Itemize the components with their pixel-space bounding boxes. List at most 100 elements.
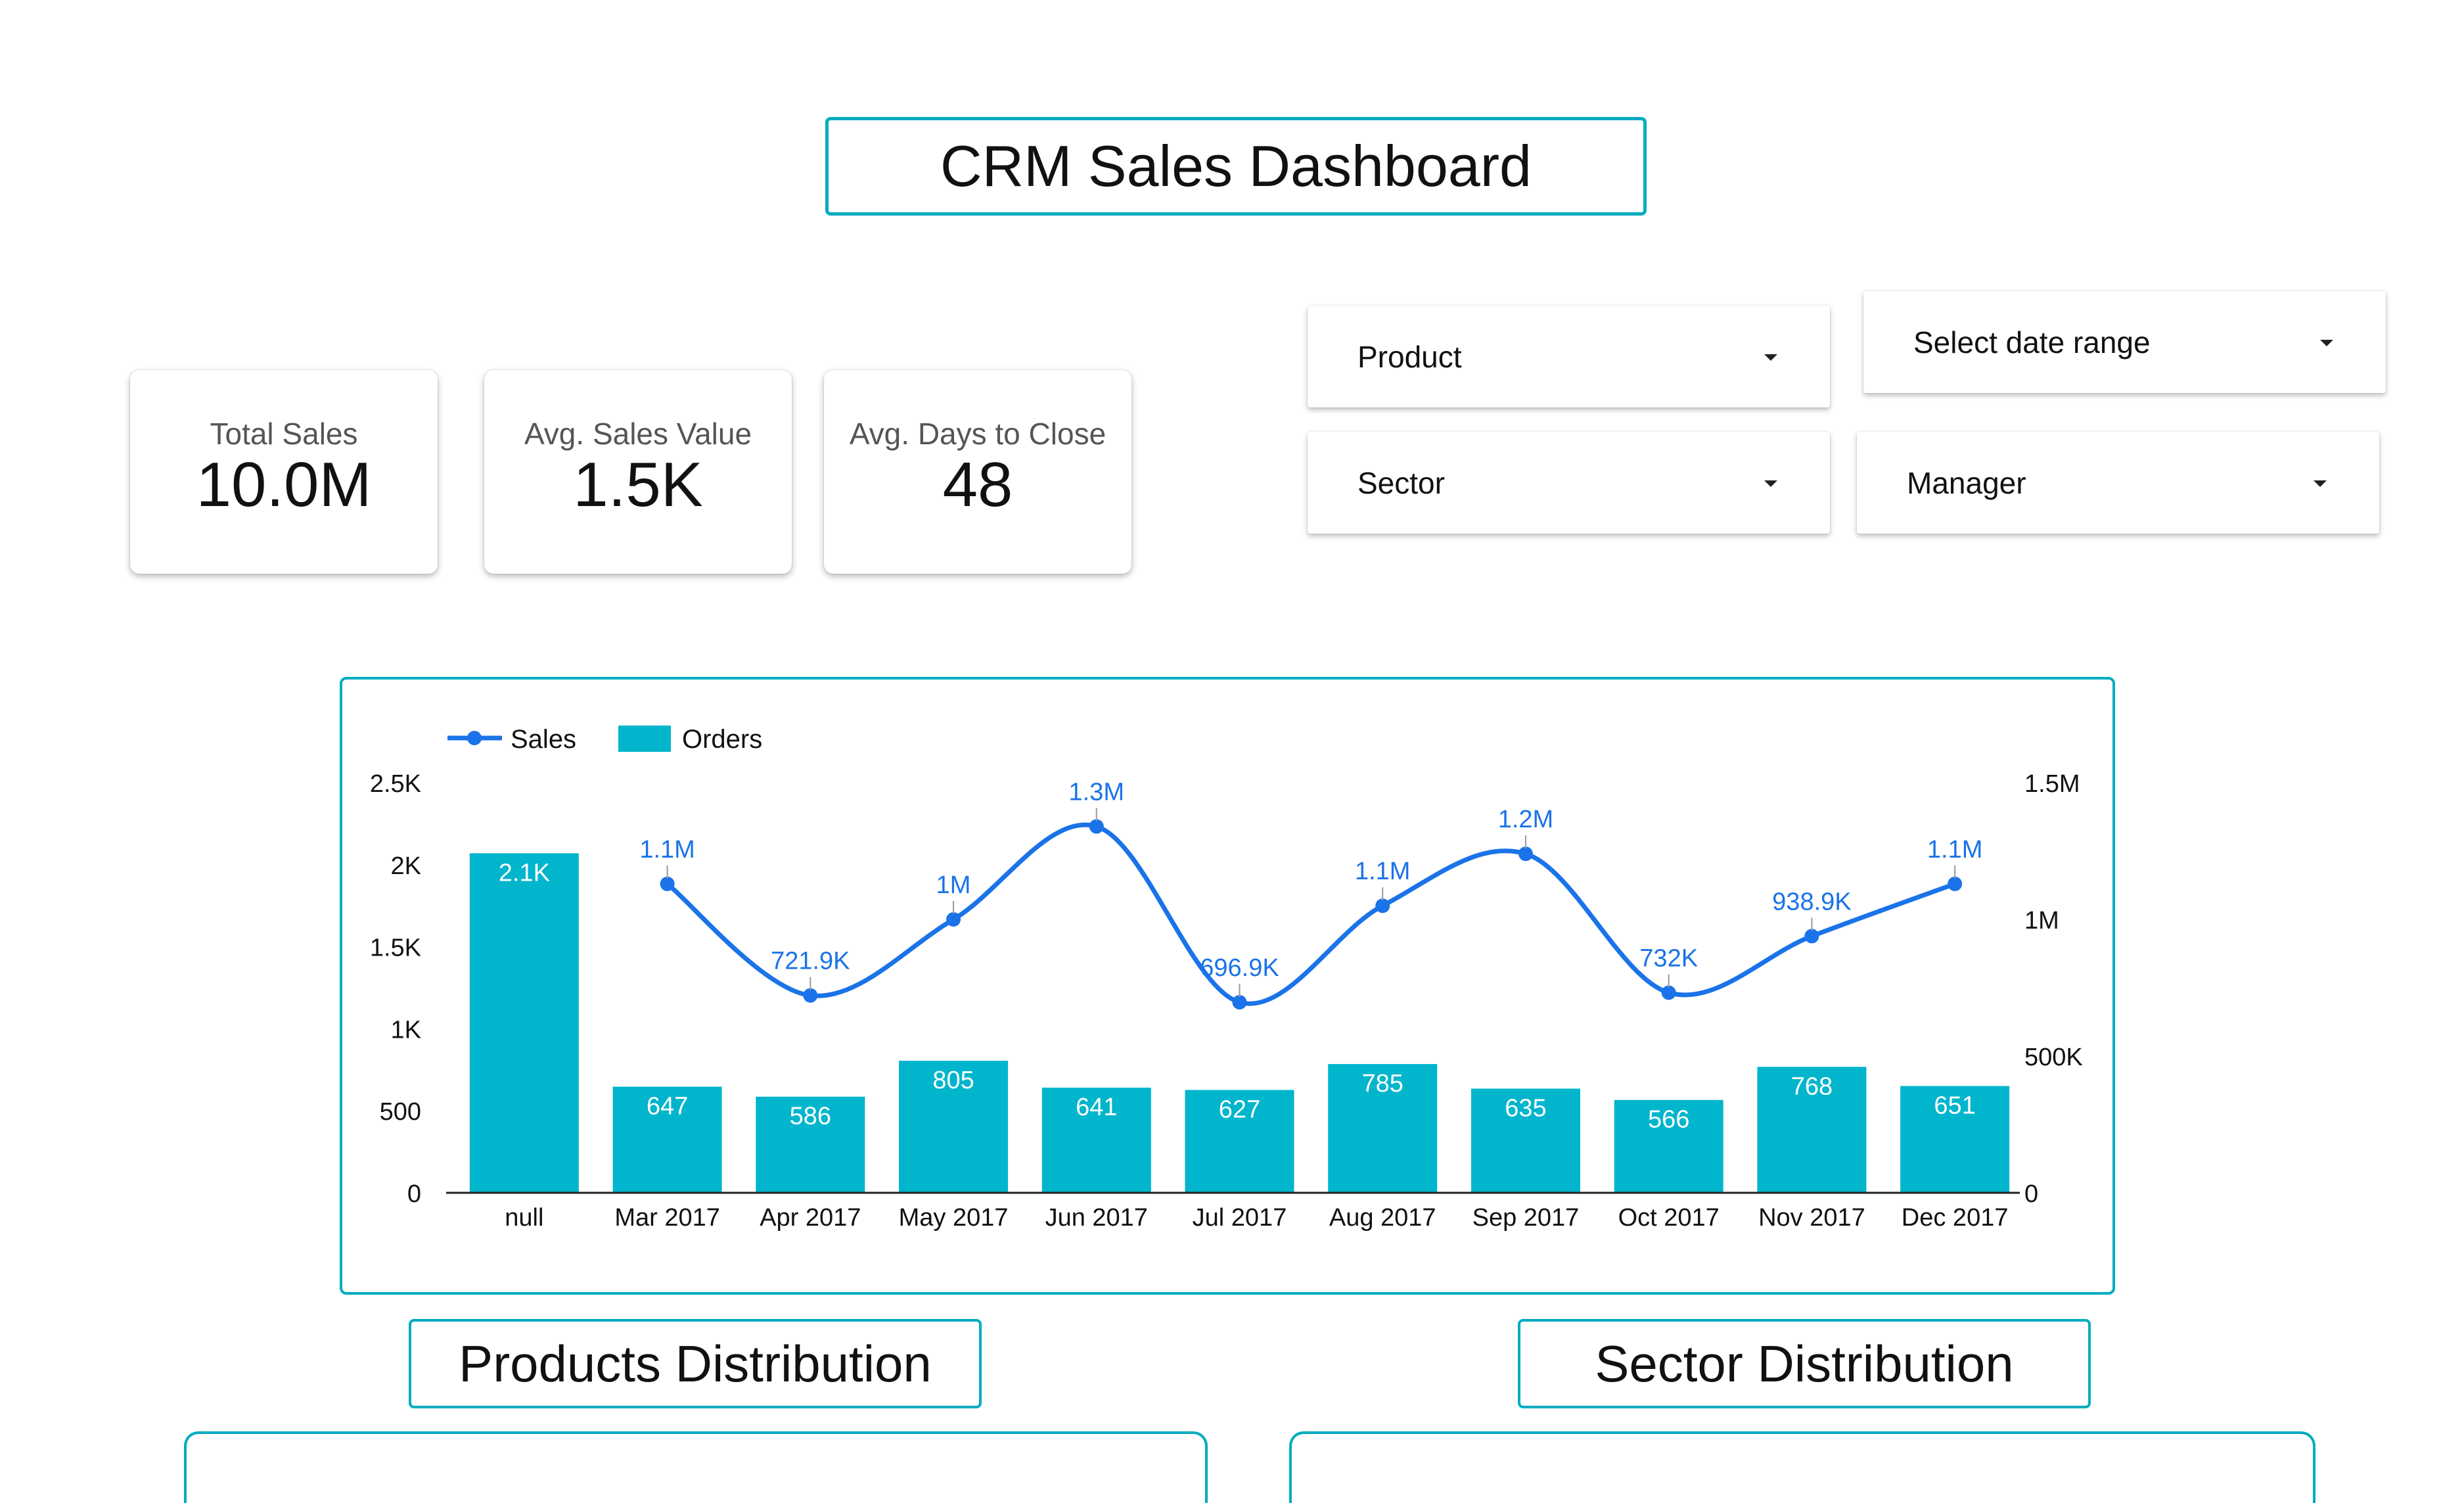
- right-axis-tick-label: 1.5M: [2024, 770, 2080, 798]
- x-axis-tick-label: Apr 2017: [760, 1204, 861, 1232]
- orders-bar-label: 566: [1648, 1106, 1689, 1134]
- product-filter-dropdown[interactable]: Product: [1308, 306, 1830, 407]
- orders-bar-label: 586: [790, 1103, 831, 1130]
- orders-bar[interactable]: [899, 1061, 1009, 1193]
- kpi-card-total-sales: Total Sales 10.0M: [130, 370, 438, 574]
- sector-distribution-panel: [1289, 1431, 2316, 1503]
- kpi-value: 1.5K: [573, 450, 703, 520]
- orders-bar[interactable]: [756, 1096, 865, 1193]
- orders-bar[interactable]: [469, 853, 579, 1193]
- x-axis-tick-label: Nov 2017: [1758, 1204, 1865, 1232]
- chevron-down-icon: [2314, 480, 2327, 487]
- orders-bar-label: 651: [1934, 1092, 1975, 1120]
- kpi-value: 10.0M: [196, 450, 372, 520]
- date-range-label: Select date range: [1913, 325, 2151, 359]
- orders-bar-label: 641: [1076, 1094, 1117, 1121]
- sales-point-label: 938.9K: [1772, 888, 1851, 915]
- sales-point-label: 1.1M: [1355, 858, 1410, 885]
- sales-point-label: 1.1M: [639, 836, 695, 864]
- sales-point[interactable]: [946, 912, 961, 927]
- left-axis-tick-label: 2K: [391, 852, 421, 880]
- left-axis-tick-label: 1.5K: [370, 935, 421, 962]
- chart-legend: Sales Orders: [447, 725, 762, 754]
- orders-bar-label: 627: [1219, 1096, 1260, 1124]
- sales-orders-chart-box: Sales Orders 0 500 1K 1.5K 2K 2.5K 0 500K 1M 1.5…: [340, 677, 2115, 1295]
- sector-filter-dropdown[interactable]: Sector: [1308, 432, 1830, 534]
- x-axis-tick-labels: null Mar 2017 Apr 2017 May 2017 Jun 2017 Jul …: [505, 1204, 2008, 1232]
- x-axis-tick-label: Mar 2017: [614, 1204, 720, 1232]
- sales-point[interactable]: [660, 876, 675, 891]
- kpi-card-avg-days-to-close: Avg. Days to Close 48: [824, 370, 1131, 574]
- chevron-down-icon: [1764, 480, 1777, 487]
- orders-bar[interactable]: [1757, 1067, 1867, 1193]
- legend-orders-label[interactable]: Orders: [682, 725, 762, 754]
- x-axis-tick-label: Jul 2017: [1193, 1204, 1287, 1232]
- manager-filter-label: Manager: [1907, 465, 2026, 500]
- x-axis-tick-label: Jun 2017: [1045, 1204, 1148, 1232]
- sales-point[interactable]: [1232, 995, 1247, 1010]
- sector-distribution-title-box: Sector Distribution: [1518, 1319, 2091, 1408]
- chevron-down-icon: [1764, 354, 1777, 361]
- legend-sales-label[interactable]: Sales: [511, 725, 576, 754]
- kpi-card-avg-sales-value: Avg. Sales Value 1.5K: [484, 370, 792, 574]
- sales-point[interactable]: [1661, 985, 1676, 1000]
- x-axis-tick-label: null: [505, 1204, 543, 1232]
- left-axis-tick-label: 500: [380, 1098, 421, 1126]
- products-distribution-title: Products Distribution: [459, 1334, 932, 1393]
- sales-point-label: 1.1M: [1927, 836, 1982, 864]
- sector-filter-label: Sector: [1357, 465, 1445, 500]
- x-axis-tick-label: Dec 2017: [1902, 1204, 2009, 1232]
- kpi-label: Avg. Sales Value: [524, 417, 752, 451]
- products-distribution-title-box: Products Distribution: [409, 1319, 982, 1408]
- legend-sales-marker: [467, 731, 482, 745]
- sales-point[interactable]: [1089, 819, 1104, 834]
- dashboard-title: CRM Sales Dashboard: [940, 133, 1532, 198]
- orders-bar-label: 768: [1791, 1073, 1833, 1100]
- orders-bar[interactable]: [1614, 1099, 1723, 1193]
- x-axis-tick-label: Aug 2017: [1329, 1204, 1436, 1232]
- orders-bar[interactable]: [1900, 1086, 2010, 1193]
- orders-bar-label: 805: [932, 1067, 974, 1094]
- right-axis-tick-label: 500K: [2024, 1044, 2083, 1071]
- sales-point-label: 721.9K: [771, 948, 850, 975]
- sector-distribution-title: Sector Distribution: [1595, 1334, 2014, 1393]
- orders-bars: [469, 853, 2010, 1193]
- kpi-value: 48: [942, 450, 1013, 520]
- sales-point-label: 1M: [936, 871, 971, 899]
- sales-point[interactable]: [1518, 846, 1533, 862]
- sales-point[interactable]: [1804, 929, 1819, 944]
- orders-bar-label: 2.1K: [499, 859, 550, 887]
- sales-point-label: 1.2M: [1498, 806, 1553, 833]
- left-axis: 0 500 1K 1.5K 2K 2.5K: [370, 770, 421, 1208]
- sales-point-label: 732K: [1639, 944, 1698, 972]
- left-axis-tick-label: 0: [407, 1180, 421, 1208]
- orders-bar[interactable]: [612, 1086, 722, 1193]
- orders-bar[interactable]: [1471, 1088, 1580, 1193]
- right-axis-tick-label: 1M: [2024, 907, 2059, 935]
- x-axis-tick-label: Sep 2017: [1472, 1204, 1580, 1232]
- orders-bar-label: 647: [647, 1093, 688, 1121]
- sales-orders-combo-chart: Sales Orders 0 500 1K 1.5K 2K 2.5K 0 500K 1M 1.5…: [370, 725, 2083, 1232]
- orders-bar[interactable]: [1041, 1088, 1151, 1193]
- dashboard-title-box: CRM Sales Dashboard: [825, 117, 1647, 216]
- orders-bar-label: 785: [1362, 1070, 1403, 1098]
- manager-filter-dropdown[interactable]: Manager: [1857, 432, 2379, 534]
- left-axis-tick-label: 2.5K: [370, 770, 421, 798]
- right-axis: 0 500K 1M 1.5M: [2024, 770, 2083, 1208]
- sales-point[interactable]: [1375, 898, 1390, 913]
- orders-bar-label: 635: [1505, 1095, 1546, 1122]
- orders-bar[interactable]: [1185, 1090, 1294, 1193]
- x-axis-tick-label: Oct 2017: [1618, 1204, 1720, 1232]
- sales-series-line: [666, 822, 1956, 1006]
- x-axis-tick-label: May 2017: [899, 1204, 1009, 1232]
- kpi-label: Avg. Days to Close: [849, 417, 1107, 451]
- legend-orders-swatch: [618, 726, 671, 752]
- right-axis-tick-label: 0: [2024, 1180, 2038, 1208]
- left-axis-tick-label: 1K: [391, 1016, 421, 1044]
- sales-point[interactable]: [1948, 876, 1963, 891]
- sales-point[interactable]: [803, 988, 818, 1003]
- date-range-picker[interactable]: Select date range: [1863, 291, 2386, 393]
- orders-bar[interactable]: [1328, 1064, 1438, 1193]
- orders-data-labels: 2.1K 647 586 805 641 627 785 635 566 768 651: [499, 859, 1976, 1133]
- sales-point-label: 696.9K: [1200, 954, 1279, 982]
